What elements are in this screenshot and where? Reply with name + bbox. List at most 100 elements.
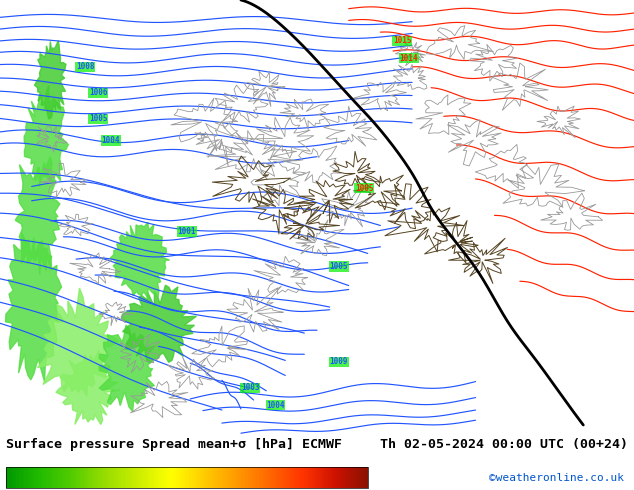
Bar: [134, 467, 136, 488]
Bar: [108, 467, 110, 488]
Bar: [92, 467, 93, 488]
Bar: [198, 467, 200, 488]
Bar: [287, 467, 289, 488]
Polygon shape: [34, 41, 66, 119]
Bar: [165, 467, 167, 488]
Bar: [169, 467, 171, 488]
Bar: [238, 467, 240, 488]
Bar: [284, 467, 285, 488]
Bar: [18, 467, 20, 488]
Bar: [289, 467, 290, 488]
Bar: [62, 467, 64, 488]
Bar: [110, 467, 112, 488]
Bar: [268, 467, 269, 488]
Bar: [325, 467, 327, 488]
Bar: [266, 467, 268, 488]
Bar: [11, 467, 13, 488]
Bar: [310, 467, 312, 488]
Bar: [361, 467, 363, 488]
Bar: [342, 467, 343, 488]
Bar: [228, 467, 230, 488]
Bar: [126, 467, 128, 488]
Bar: [123, 467, 125, 488]
Text: 1001: 1001: [178, 227, 196, 236]
Bar: [323, 467, 325, 488]
Bar: [36, 467, 37, 488]
Bar: [306, 467, 307, 488]
Bar: [261, 467, 262, 488]
Bar: [167, 467, 169, 488]
Bar: [148, 467, 149, 488]
Text: 1004: 1004: [266, 401, 285, 410]
Bar: [338, 467, 340, 488]
Text: 1005: 1005: [355, 184, 373, 193]
Bar: [56, 467, 57, 488]
Bar: [149, 467, 151, 488]
Text: 1006: 1006: [89, 88, 107, 98]
Bar: [223, 467, 225, 488]
Bar: [343, 467, 345, 488]
Bar: [182, 467, 184, 488]
Bar: [321, 467, 323, 488]
Bar: [299, 467, 301, 488]
Bar: [335, 467, 337, 488]
Text: ©weatheronline.co.uk: ©weatheronline.co.uk: [489, 472, 624, 483]
Bar: [218, 467, 220, 488]
Bar: [241, 467, 243, 488]
Bar: [171, 467, 172, 488]
Bar: [273, 467, 274, 488]
Bar: [332, 467, 333, 488]
Bar: [340, 467, 342, 488]
Bar: [89, 467, 90, 488]
Bar: [105, 467, 107, 488]
Bar: [274, 467, 276, 488]
Polygon shape: [110, 222, 169, 298]
Bar: [281, 467, 282, 488]
Bar: [221, 467, 223, 488]
Bar: [16, 467, 18, 488]
Bar: [210, 467, 212, 488]
Text: 1004: 1004: [101, 136, 120, 145]
Bar: [328, 467, 330, 488]
Bar: [254, 467, 256, 488]
Text: 1003: 1003: [241, 383, 259, 392]
Bar: [233, 467, 235, 488]
Bar: [87, 467, 89, 488]
Bar: [181, 467, 182, 488]
Bar: [21, 467, 23, 488]
Bar: [138, 467, 139, 488]
Bar: [320, 467, 321, 488]
Bar: [133, 467, 134, 488]
Text: 1008: 1008: [76, 62, 94, 72]
Bar: [276, 467, 278, 488]
Bar: [57, 467, 59, 488]
Bar: [351, 467, 353, 488]
Bar: [172, 467, 174, 488]
Text: 1009: 1009: [330, 357, 348, 366]
Bar: [61, 467, 62, 488]
Bar: [31, 467, 32, 488]
Bar: [125, 467, 126, 488]
Bar: [282, 467, 284, 488]
Bar: [107, 467, 108, 488]
Bar: [145, 467, 146, 488]
Polygon shape: [15, 157, 60, 274]
Bar: [205, 467, 207, 488]
Bar: [312, 467, 313, 488]
Bar: [77, 467, 79, 488]
Bar: [95, 467, 96, 488]
Text: 1005: 1005: [330, 262, 348, 271]
Bar: [240, 467, 241, 488]
Bar: [230, 467, 231, 488]
Bar: [187, 467, 189, 488]
Bar: [154, 467, 156, 488]
Bar: [235, 467, 236, 488]
Bar: [337, 467, 338, 488]
Bar: [113, 467, 115, 488]
Bar: [28, 467, 29, 488]
Bar: [118, 467, 120, 488]
Bar: [358, 467, 359, 488]
Bar: [143, 467, 145, 488]
Bar: [15, 467, 16, 488]
Bar: [32, 467, 34, 488]
